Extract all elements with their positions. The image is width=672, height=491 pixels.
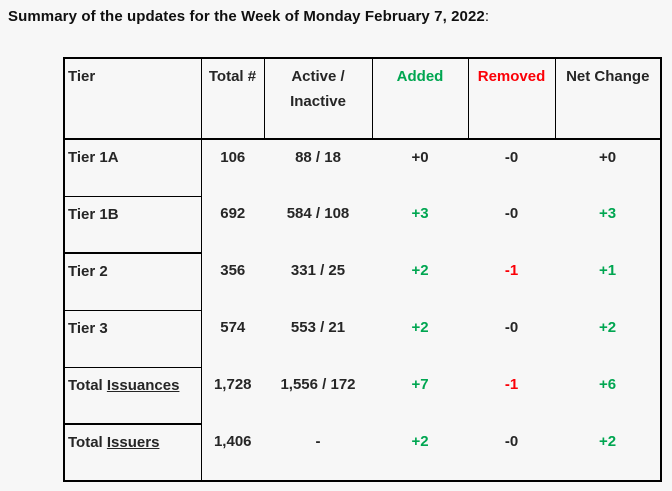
- net-change-cell: +0: [598, 149, 617, 166]
- net-change-cell: +6: [598, 376, 617, 393]
- net-change-cell: +3: [598, 205, 617, 222]
- tier-name-cell: Tier 1A: [63, 138, 202, 197]
- column-header-removed: Removed: [467, 57, 556, 140]
- removed-cell: -1: [504, 262, 519, 279]
- active-inactive-cell: 331 / 25: [290, 262, 346, 279]
- table-row-tier-1b: Tier 1B 692 584 / 108 +3 -0 +3: [63, 195, 661, 254]
- tier-name-cell: Tier 2: [63, 252, 202, 311]
- tier-name: Tier 2: [68, 263, 108, 280]
- page-title: Summary of the updates for the Week of M…: [8, 8, 489, 25]
- added-cell: +2: [411, 433, 429, 450]
- net-change-cell: +2: [598, 433, 617, 450]
- total-cell: 356: [220, 262, 246, 279]
- column-header-active-line2: Inactive: [290, 93, 346, 110]
- column-header-total: Total #: [200, 57, 265, 140]
- table-row-total-issuances: Total Issuances 1,728 1,556 / 172 +7 -1 …: [63, 366, 661, 425]
- added-cell: +0: [411, 149, 429, 166]
- net-change-cell: +1: [598, 262, 617, 279]
- table-row-tier-3: Tier 3 574 553 / 21 +2 -0 +2: [63, 309, 661, 368]
- summary-table: Tier Total # Active / Inactive Added Rem…: [63, 57, 662, 482]
- removed-cell: -1: [504, 376, 519, 393]
- active-inactive-cell: 88 / 18: [295, 149, 341, 166]
- tier-name-cell: Tier 1B: [63, 195, 202, 254]
- tier-name: Tier 1B: [68, 205, 119, 223]
- tier-name: Total: [68, 376, 107, 394]
- active-inactive-cell: 584 / 108: [286, 205, 350, 222]
- column-header-tier: Tier: [63, 57, 202, 140]
- removed-cell: -0: [504, 319, 519, 336]
- tier-name: Total: [68, 434, 107, 451]
- column-header-active-line1: Active /: [291, 68, 345, 85]
- active-inactive-cell: 553 / 21: [290, 319, 346, 336]
- table-row-tier-1a: Tier 1A 106 88 / 18 +0 -0 +0: [63, 138, 661, 197]
- active-inactive-cell: 1,556 / 172: [280, 376, 356, 393]
- issuances-link[interactable]: Issuances: [106, 376, 180, 394]
- column-header-active-inactive: Active / Inactive: [263, 57, 373, 140]
- tier-name: Tier 3: [68, 319, 108, 337]
- issuers-link[interactable]: Issuers: [106, 434, 160, 451]
- removed-cell: -0: [504, 433, 519, 450]
- page-title-text: Summary of the updates for the Week of M…: [8, 8, 485, 25]
- total-cell: 1,406: [213, 433, 252, 450]
- total-cell: 1,728: [213, 376, 252, 393]
- total-cell: 692: [220, 205, 246, 222]
- total-cell: 106: [220, 149, 246, 166]
- active-inactive-cell: -: [315, 433, 321, 450]
- tier-name: Tier 1A: [68, 149, 119, 166]
- tier-name-cell: Tier 3: [63, 309, 202, 368]
- table-row-tier-2: Tier 2 356 331 / 25 +2 -1 +1: [63, 252, 661, 311]
- added-cell: +3: [411, 205, 429, 222]
- tier-name-cell: Total Issuers: [63, 423, 202, 482]
- column-header-net-change: Net Change: [554, 57, 662, 140]
- added-cell: +2: [411, 319, 429, 336]
- net-change-cell: +2: [598, 319, 617, 336]
- tier-name-cell: Total Issuances: [63, 366, 202, 425]
- table-row-total-issuers: Total Issuers 1,406 - +2 -0 +2: [63, 423, 661, 482]
- removed-cell: -0: [504, 149, 519, 166]
- removed-cell: -0: [504, 205, 519, 222]
- column-header-added: Added: [371, 57, 469, 140]
- page-title-colon: :: [484, 8, 490, 25]
- added-cell: +2: [411, 262, 429, 279]
- added-cell: +7: [411, 376, 429, 393]
- header-row: Tier Total # Active / Inactive Added Rem…: [63, 57, 662, 140]
- total-cell: 574: [220, 319, 246, 336]
